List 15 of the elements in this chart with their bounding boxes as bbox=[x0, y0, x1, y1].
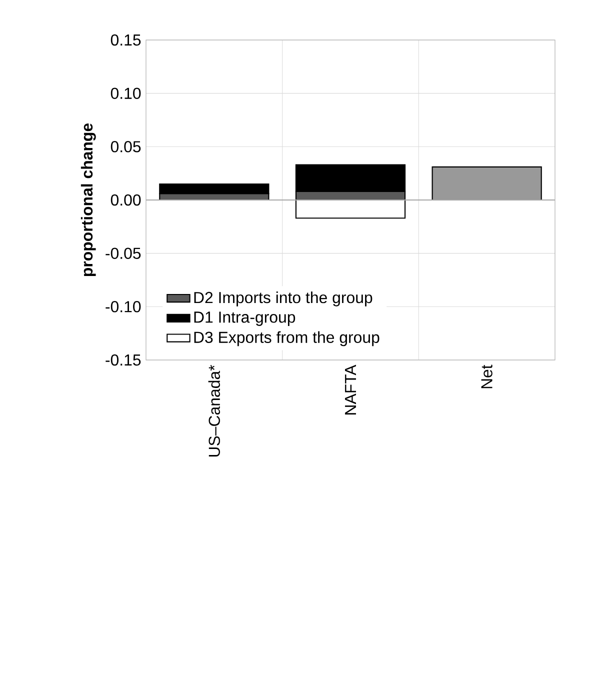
y-tick-label: -0.15 bbox=[106, 354, 141, 366]
bar bbox=[432, 166, 542, 201]
y-tick-label: 0.10 bbox=[110, 88, 141, 99]
legend-label: D3 Exports from the group bbox=[194, 331, 380, 346]
x-tick-label: US–Canada* bbox=[208, 364, 220, 457]
y-tick-label: 0.00 bbox=[110, 194, 141, 206]
legend-label: D2 Imports into the group bbox=[194, 291, 372, 306]
y-axis-title: proportional change bbox=[80, 124, 96, 276]
y-tick-label: 0.15 bbox=[110, 34, 141, 46]
legend-label: D1 Intra-group bbox=[194, 312, 296, 326]
y-tick-label: 0.05 bbox=[110, 141, 141, 152]
x-tick-label: NAFTA bbox=[345, 364, 356, 414]
x-tick-label: Net bbox=[481, 364, 492, 388]
y-tick-label: -0.05 bbox=[106, 248, 141, 259]
y-tick-label: -0.10 bbox=[106, 301, 141, 312]
